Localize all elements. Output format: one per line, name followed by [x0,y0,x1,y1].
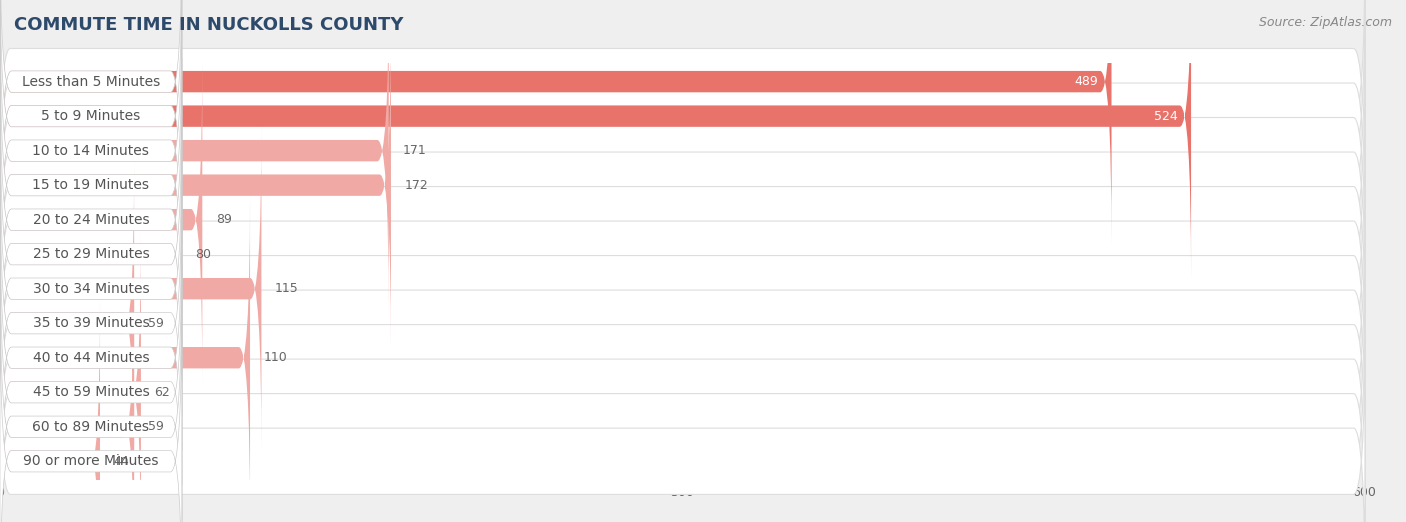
Text: 59: 59 [148,420,163,433]
FancyBboxPatch shape [0,161,134,485]
FancyBboxPatch shape [0,230,181,522]
FancyBboxPatch shape [0,161,181,485]
FancyBboxPatch shape [0,253,1365,522]
Text: 60 to 89 Minutes: 60 to 89 Minutes [32,420,149,434]
FancyBboxPatch shape [0,11,1365,290]
FancyBboxPatch shape [0,287,1365,522]
Text: 44: 44 [114,455,129,468]
FancyBboxPatch shape [0,230,141,522]
FancyBboxPatch shape [0,127,181,450]
Text: 524: 524 [1154,110,1177,123]
Text: COMMUTE TIME IN NUCKOLLS COUNTY: COMMUTE TIME IN NUCKOLLS COUNTY [14,16,404,33]
FancyBboxPatch shape [0,115,1365,394]
FancyBboxPatch shape [0,184,1365,462]
Text: 489: 489 [1074,75,1098,88]
FancyBboxPatch shape [0,23,391,347]
FancyBboxPatch shape [0,218,1365,497]
Text: 45 to 59 Minutes: 45 to 59 Minutes [32,385,149,399]
Text: 20 to 24 Minutes: 20 to 24 Minutes [32,212,149,227]
FancyBboxPatch shape [0,0,181,278]
FancyBboxPatch shape [0,300,181,522]
Text: 10 to 14 Minutes: 10 to 14 Minutes [32,144,149,158]
Text: 15 to 19 Minutes: 15 to 19 Minutes [32,178,149,192]
FancyBboxPatch shape [0,0,1365,256]
FancyBboxPatch shape [0,58,202,382]
Text: 59: 59 [148,317,163,330]
Text: 62: 62 [155,386,170,399]
Text: 171: 171 [402,144,426,157]
FancyBboxPatch shape [0,80,1365,359]
Text: Source: ZipAtlas.com: Source: ZipAtlas.com [1258,16,1392,29]
FancyBboxPatch shape [0,0,181,313]
FancyBboxPatch shape [0,92,181,416]
FancyBboxPatch shape [0,46,1365,325]
FancyBboxPatch shape [0,0,388,313]
FancyBboxPatch shape [0,0,1365,221]
Text: 89: 89 [217,213,232,226]
FancyBboxPatch shape [0,0,181,243]
FancyBboxPatch shape [0,265,181,522]
FancyBboxPatch shape [0,149,1365,428]
FancyBboxPatch shape [0,0,1191,278]
FancyBboxPatch shape [0,265,134,522]
Text: 30 to 34 Minutes: 30 to 34 Minutes [32,282,149,295]
FancyBboxPatch shape [0,0,1112,243]
Text: 115: 115 [276,282,299,295]
Text: Less than 5 Minutes: Less than 5 Minutes [22,75,160,89]
FancyBboxPatch shape [0,300,100,522]
FancyBboxPatch shape [0,196,181,519]
Text: 25 to 29 Minutes: 25 to 29 Minutes [32,247,149,261]
FancyBboxPatch shape [0,23,181,347]
Text: 90 or more Minutes: 90 or more Minutes [22,454,159,468]
Text: 110: 110 [264,351,287,364]
FancyBboxPatch shape [0,92,181,416]
FancyBboxPatch shape [0,58,181,382]
FancyBboxPatch shape [0,322,1365,522]
Text: 172: 172 [405,179,429,192]
Text: 40 to 44 Minutes: 40 to 44 Minutes [32,351,149,365]
Text: 5 to 9 Minutes: 5 to 9 Minutes [41,109,141,123]
Text: 80: 80 [195,247,211,260]
FancyBboxPatch shape [0,196,250,519]
Text: 35 to 39 Minutes: 35 to 39 Minutes [32,316,149,330]
FancyBboxPatch shape [0,127,262,450]
